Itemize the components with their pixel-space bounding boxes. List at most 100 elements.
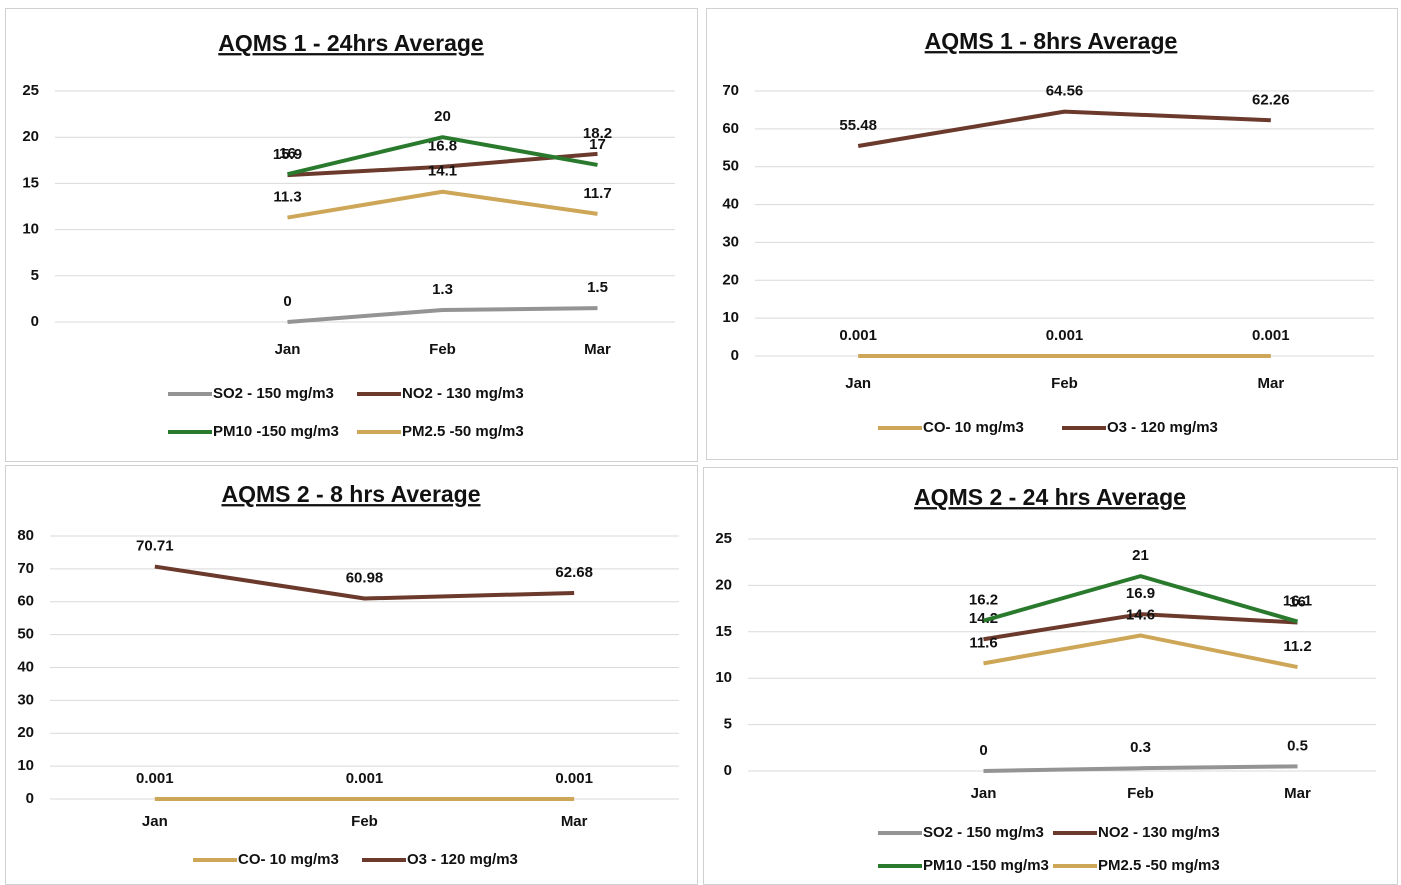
data-label: 0.001 [1046,327,1084,344]
data-label: 16 [1289,593,1306,610]
y-tick-label: 0 [724,762,732,779]
series-line [857,109,1271,148]
legend-label: O3 - 120 mg/m3 [407,851,518,868]
x-tick-label: Mar [584,341,611,358]
y-tick-label: 10 [715,669,732,686]
data-label: 0.001 [1252,327,1290,344]
y-tick-label: 80 [17,527,34,544]
y-tick-label: 20 [22,128,39,145]
y-tick-label: 0 [731,347,739,364]
x-tick-label: Mar [1284,785,1311,802]
x-tick-label: Feb [1127,785,1154,802]
panel [706,8,1398,460]
legend-label: NO2 - 130 mg/m3 [1098,824,1220,841]
data-label: 20 [434,108,451,125]
y-tick-label: 20 [722,271,739,288]
data-label: 16.1 [1283,593,1312,610]
y-tick-label: 15 [715,623,732,640]
data-label: 1.5 [587,279,608,296]
data-label: 1.3 [432,281,453,298]
series-line [154,564,575,601]
chart-title: AQMS 2 - 8 hrs Average [221,481,480,507]
data-label: 0 [283,293,291,310]
y-tick-label: 25 [22,82,39,99]
y-tick-label: 10 [17,757,34,774]
series-line [983,612,1298,642]
legend-label: PM10 -150 mg/m3 [923,857,1049,874]
series-line [287,306,598,324]
data-label: 0 [979,742,987,759]
y-tick-label: 5 [31,267,39,284]
data-label: 0.001 [839,327,877,344]
data-label: 62.68 [555,564,593,581]
data-label: 15.9 [273,146,302,163]
x-tick-label: Feb [1051,375,1078,392]
y-tick-label: 60 [722,120,739,137]
series-line [983,764,1298,773]
legend-label: PM2.5 -50 mg/m3 [1098,857,1220,874]
y-tick-label: 70 [722,82,739,99]
y-tick-label: 10 [22,221,39,238]
y-tick-label: 40 [722,196,739,213]
data-label: 70.71 [136,538,174,555]
legend-label: NO2 - 130 mg/m3 [402,385,524,402]
series-line [287,135,598,177]
x-tick-label: Jan [971,785,997,802]
data-label: 55.48 [839,117,877,134]
series-line [287,189,598,220]
y-tick-label: 20 [17,724,34,741]
chart-title: AQMS 1 - 8hrs Average [925,28,1178,54]
panel [5,8,698,462]
y-tick-label: 25 [715,530,732,547]
y-tick-label: 10 [722,309,739,326]
data-label: 21 [1132,547,1149,564]
legend-label: PM2.5 -50 mg/m3 [402,423,524,440]
data-label: 18.2 [583,125,612,142]
data-label: 0.3 [1130,739,1151,756]
legend-label: CO- 10 mg/m3 [238,851,339,868]
x-tick-label: Feb [351,813,378,830]
data-label: 16.2 [969,592,998,609]
series-line [287,151,598,178]
data-label: 0.001 [555,770,593,787]
data-label: 16.8 [428,138,457,155]
data-label: 11.3 [273,189,301,206]
data-label: 62.26 [1252,91,1290,108]
y-tick-label: 20 [715,576,732,593]
data-label: 64.56 [1046,83,1084,100]
data-label: 16 [279,145,296,162]
y-tick-label: 70 [17,560,34,577]
data-label: 0.001 [136,770,174,787]
chart-title: AQMS 1 - 24hrs Average [218,30,483,56]
data-label: 11.7 [583,185,611,202]
y-tick-label: 30 [722,233,739,250]
y-tick-label: 50 [722,158,739,175]
x-tick-label: Mar [1257,375,1284,392]
y-tick-label: 50 [17,626,34,643]
y-tick-label: 30 [17,691,34,708]
series-line [982,574,1299,624]
data-label: 14.1 [428,163,457,180]
x-tick-label: Jan [845,375,871,392]
data-label: 14.6 [1126,606,1155,623]
y-tick-label: 5 [724,716,732,733]
x-tick-label: Feb [429,341,456,358]
chart-title: AQMS 2 - 24 hrs Average [914,484,1186,510]
data-label: 0.5 [1287,737,1308,754]
y-tick-label: 60 [17,593,34,610]
data-label: 11.2 [1283,638,1311,655]
y-tick-label: 40 [17,658,34,675]
x-tick-label: Mar [561,813,588,830]
data-label: 60.98 [346,569,384,586]
y-tick-label: 15 [22,174,39,191]
data-label: 16.9 [1126,585,1155,602]
y-tick-label: 0 [26,790,34,807]
series-line [983,633,1298,670]
data-label: 0.001 [346,770,384,787]
y-tick-label: 0 [31,313,39,330]
x-tick-label: Jan [275,341,301,358]
legend-label: SO2 - 150 mg/m3 [213,385,334,402]
